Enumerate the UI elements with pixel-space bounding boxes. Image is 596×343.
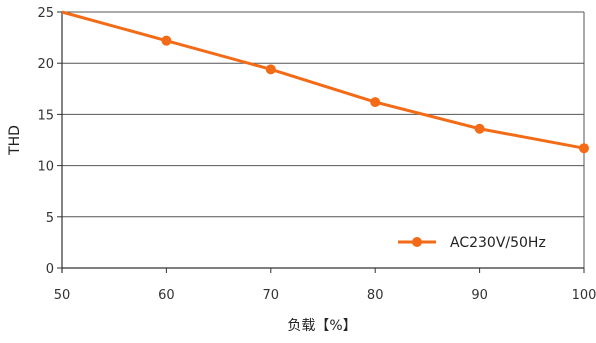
x-axis-label: 负载【%】 <box>287 318 356 334</box>
y-tick-label-10: 10 <box>37 160 54 175</box>
data-point-90 <box>474 123 485 134</box>
y-axis-label: THD <box>7 125 23 156</box>
data-point-70 <box>265 64 276 75</box>
x-tick-label-60: 60 <box>158 288 175 303</box>
y-tick-label-15: 15 <box>37 108 54 123</box>
legend-marker <box>412 237 422 247</box>
x-tick-label-80: 80 <box>367 288 384 303</box>
axis-layer: 0 5 10 15 20 25 50 60 70 80 90 100 <box>37 6 596 303</box>
x-tick-label-70: 70 <box>263 288 280 303</box>
y-tick-label-0: 0 <box>46 262 54 277</box>
y-tick-label-20: 20 <box>37 57 54 72</box>
legend: AC230V/50Hz <box>398 235 546 251</box>
y-tick-label-25: 25 <box>37 6 54 21</box>
grid-layer <box>62 11 585 268</box>
series-layer <box>61 10 589 154</box>
data-point-80 <box>370 97 381 108</box>
legend-label: AC230V/50Hz <box>450 235 546 251</box>
y-tick-label-5: 5 <box>46 211 54 226</box>
x-tick-label-90: 90 <box>471 288 488 303</box>
x-tick-label-100: 100 <box>572 288 596 303</box>
series-line-0 <box>61 10 585 150</box>
x-tick-label-50: 50 <box>54 288 71 303</box>
data-point-100 <box>579 143 589 154</box>
data-point-60 <box>161 35 172 46</box>
